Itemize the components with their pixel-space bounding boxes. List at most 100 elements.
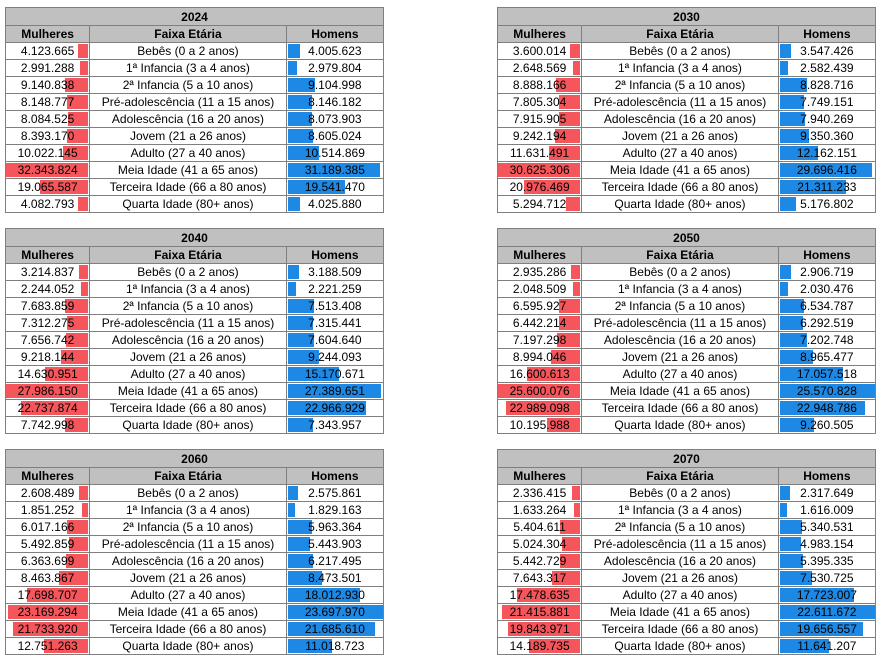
men-bar: [287, 163, 380, 177]
women-cell: 7.643.317: [496, 569, 583, 587]
women-value: 14.630.951: [17, 367, 78, 381]
men-bar: [287, 265, 299, 279]
women-value: 2.648.569: [512, 61, 567, 75]
women-value: 3.214.837: [20, 265, 75, 279]
men-value: 22.611.672: [797, 605, 857, 619]
men-cell: 3.188.509: [285, 263, 385, 281]
women-cell: 5.294.712: [496, 195, 583, 213]
age-group-label: Bebês (0 a 2 anos): [89, 484, 287, 502]
men-cell: 2.030.476: [777, 280, 877, 298]
pyramid-table-2060: 2060 Mulheres Faixa Etária Homens 2.608.489 B…: [4, 449, 385, 655]
age-group-label: Jovem (21 a 26 anos): [581, 569, 779, 587]
women-cell: 5.442.729: [496, 552, 583, 570]
men-cell: 7.604.640: [285, 331, 385, 349]
table-row: 14.630.951 Adulto (27 a 40 anos) 15.170.67…: [4, 365, 385, 383]
table-row: 2.336.415 Bebês (0 a 2 anos) 2.317.649: [496, 484, 877, 502]
men-cell: 11.018.723: [285, 637, 385, 655]
men-value: 6.534.787: [800, 299, 854, 313]
women-bar: [572, 486, 581, 500]
table-row: 17.698.707 Adulto (27 a 40 anos) 18.012.93…: [4, 586, 385, 604]
women-bar: [65, 78, 89, 92]
age-group-label: Bebês (0 a 2 anos): [89, 42, 287, 60]
women-bar: [560, 554, 581, 568]
men-bar: [779, 520, 802, 534]
women-bar: [65, 299, 89, 313]
men-bar: [287, 588, 360, 602]
women-bar: [59, 571, 89, 585]
women-cell: 4.123.665: [4, 42, 91, 60]
table-row: 8.463.867 Jovem (21 a 26 anos) 8.473.501: [4, 569, 385, 587]
women-value: 20.976.469: [509, 180, 570, 194]
men-cell: 22.966.929: [285, 399, 385, 417]
age-group-label: Pré-adolescência (11 a 15 anos): [89, 314, 287, 332]
women-bar: [552, 571, 581, 585]
women-cell: 2.048.509: [496, 280, 583, 298]
table-row: 5.492.859 Pré-adolescência (11 a 15 anos)…: [4, 535, 385, 553]
women-cell: 14.189.735: [496, 637, 583, 655]
table-row: 2.048.509 1ª Infancia (3 a 4 anos) 2.030.4…: [496, 280, 877, 298]
men-bar: [287, 554, 313, 568]
pyramid-table-2040: 2040 Mulheres Faixa Etária Homens 3.214.837 B…: [4, 228, 385, 434]
women-value: 8.148.777: [20, 95, 75, 109]
men-value: 7.940.269: [800, 112, 854, 126]
men-cell: 25.570.828: [777, 382, 877, 400]
pyramid-table-2024: 2024 Mulheres Faixa Etária Homens 4.123.665 B…: [4, 7, 385, 213]
women-cell: 21.733.920: [4, 620, 91, 638]
men-value: 31.189.385: [304, 163, 365, 177]
age-group-label: Terceira Idade (66 a 80 anos): [581, 620, 779, 638]
women-cell: 7.683.859: [4, 297, 91, 315]
men-bar: [287, 350, 319, 364]
age-group-label: 2ª Infancia (5 a 10 anos): [581, 297, 779, 315]
women-cell: 7.742.998: [4, 416, 91, 434]
table-row: 2.935.286 Bebês (0 a 2 anos) 2.906.719: [496, 263, 877, 281]
women-value: 21.733.920: [17, 622, 78, 636]
men-cell: 2.575.861: [285, 484, 385, 502]
women-cell: 6.595.927: [496, 297, 583, 315]
women-bar: [557, 333, 581, 347]
age-group-label: 1ª Infancia (3 a 4 anos): [581, 280, 779, 298]
men-cell: 2.906.719: [777, 263, 877, 281]
men-bar: [287, 299, 314, 313]
men-bar: [287, 537, 310, 551]
men-bar: [287, 622, 375, 636]
pyramid-table-2030: 2030 Mulheres Faixa Etária Homens 3.600.014 B…: [496, 7, 877, 213]
table-row: 6.595.927 2ª Infancia (5 a 10 anos) 6.534.…: [496, 297, 877, 315]
women-bar: [68, 112, 89, 126]
women-bar: [78, 44, 89, 58]
table-row: 5.404.611 2ª Infancia (5 a 10 anos) 5.340.…: [496, 518, 877, 536]
women-bar: [44, 639, 89, 653]
men-value: 7.749.151: [800, 95, 854, 109]
men-bar: [779, 554, 803, 568]
men-bar: [779, 282, 788, 296]
table-row: 21.733.920 Terceira Idade (66 a 80 anos) 2…: [4, 620, 385, 638]
table-row: 23.169.294 Meia Idade (41 a 65 anos) 23.69…: [4, 603, 385, 621]
age-group-label: Adulto (27 a 40 anos): [581, 365, 779, 383]
men-bar: [287, 197, 300, 211]
women-value: 4.082.793: [20, 197, 75, 211]
table-row: 6.442.214 Pré-adolescência (11 a 15 anos)…: [496, 314, 877, 332]
men-value: 1.829.163: [308, 503, 362, 517]
men-bar: [779, 350, 813, 364]
pyramid-table-2050: 2050 Mulheres Faixa Etária Homens 2.935.286 B…: [496, 228, 877, 434]
women-bar: [502, 605, 581, 619]
men-cell: 19.656.557: [777, 620, 877, 638]
age-group-label: Adolescência (16 a 20 anos): [89, 110, 287, 128]
table-row: 8.393.170 Jovem (21 a 26 anos) 8.605.024: [4, 127, 385, 145]
age-group-label: 2ª Infancia (5 a 10 anos): [89, 518, 287, 536]
women-value: 8.994.046: [512, 350, 567, 364]
women-bar: [524, 180, 581, 194]
women-bar: [559, 112, 581, 126]
men-cell: 6.217.495: [285, 552, 385, 570]
women-value: 19.843.971: [509, 622, 570, 636]
men-cell: 5.963.364: [285, 518, 385, 536]
table-row: 2.608.489 Bebês (0 a 2 anos) 2.575.861: [4, 484, 385, 502]
men-bar: [287, 639, 332, 653]
age-group-label: 2ª Infancia (5 a 10 anos): [89, 297, 287, 315]
age-group-label: Adulto (27 a 40 anos): [581, 586, 779, 604]
age-group-label: Pré-adolescência (11 a 15 anos): [89, 93, 287, 111]
women-value: 16.600.613: [509, 367, 570, 381]
men-value: 18.012.930: [304, 588, 365, 602]
age-group-label: Terceira Idade (66 a 80 anos): [581, 399, 779, 417]
women-value: 9.218.144: [20, 350, 75, 364]
age-group-label: Meia Idade (41 a 65 anos): [581, 161, 779, 179]
